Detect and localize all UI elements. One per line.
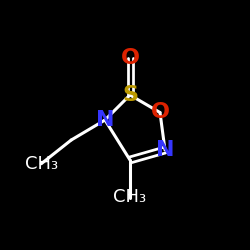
Text: CH₃: CH₃ [25, 155, 58, 173]
Text: CH₃: CH₃ [114, 188, 146, 206]
Text: N: N [96, 110, 114, 130]
Text: O: O [150, 102, 170, 122]
Text: S: S [122, 85, 138, 105]
Text: O: O [120, 48, 140, 68]
Text: N: N [156, 140, 174, 160]
